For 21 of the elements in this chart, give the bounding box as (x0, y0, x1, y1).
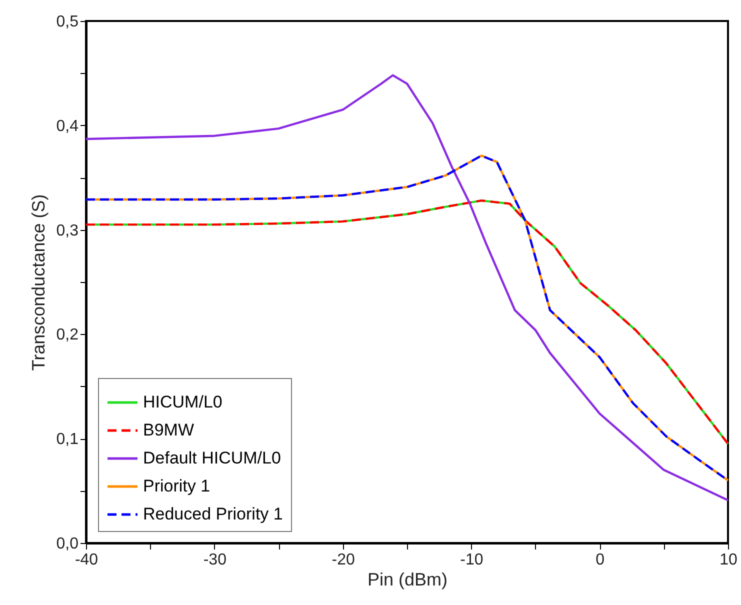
legend-label: Reduced Priority 1 (143, 504, 283, 524)
y-tick-label: 0,0 (56, 536, 79, 552)
y-tick-label: 0,5 (56, 14, 79, 30)
x-tick-label: -40 (74, 552, 98, 568)
x-tick-label: 10 (720, 552, 738, 568)
legend-label: HICUM/L0 (143, 392, 222, 412)
y-tick-label: 0,4 (56, 118, 79, 135)
y-axis-title: Transconductance (S) (28, 194, 48, 371)
line-series (84, 199, 730, 445)
x-axis-title: Pin (dBm) (367, 570, 448, 590)
x-tick-label: -30 (203, 552, 227, 568)
line-series (84, 74, 730, 502)
x-tick-label: -10 (460, 552, 484, 568)
legend-label: Default HICUM/L0 (143, 448, 281, 468)
legend-label: Priority 1 (143, 476, 210, 496)
y-tick-label: 0,2 (56, 326, 79, 344)
y-tick-label: 0,1 (56, 431, 79, 448)
x-tick-label: -20 (332, 552, 355, 568)
y-tick-label: 0,3 (56, 222, 79, 240)
legend-label: B9MW (143, 420, 194, 440)
x-tick-label: 0 (596, 552, 605, 568)
